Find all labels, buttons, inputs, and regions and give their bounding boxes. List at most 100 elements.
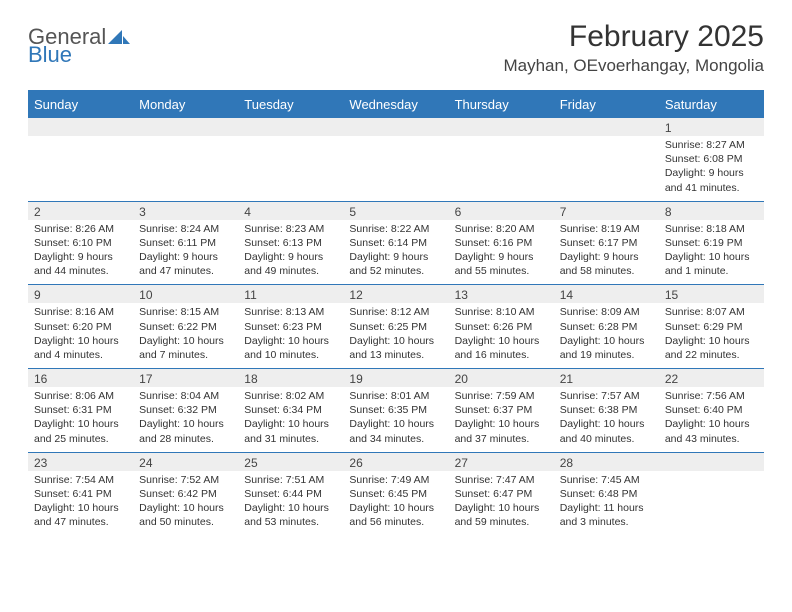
day-number: 14 [554, 285, 659, 303]
title-block: February 2025 Mayhan, OEvoerhangay, Mong… [503, 20, 764, 76]
header: General Blue February 2025 Mayhan, OEvoe… [28, 20, 764, 76]
week-row: 2Sunrise: 8:26 AMSunset: 6:10 PMDaylight… [28, 201, 764, 285]
location: Mayhan, OEvoerhangay, Mongolia [503, 56, 764, 76]
day-number: 25 [238, 453, 343, 471]
week-row: 23Sunrise: 7:54 AMSunset: 6:41 PMDayligh… [28, 452, 764, 536]
week-row: 9Sunrise: 8:16 AMSunset: 6:20 PMDaylight… [28, 284, 764, 368]
day-number: 4 [238, 202, 343, 220]
day-number: 1 [659, 118, 764, 136]
day-cell: 25Sunrise: 7:51 AMSunset: 6:44 PMDayligh… [238, 453, 343, 536]
day-number: 6 [449, 202, 554, 220]
day-cell: 10Sunrise: 8:15 AMSunset: 6:22 PMDayligh… [133, 285, 238, 368]
day-line: Sunrise: 8:22 AM [349, 222, 442, 236]
day-line: Daylight: 10 hours and 47 minutes. [34, 501, 127, 529]
day-line: Daylight: 10 hours and 10 minutes. [244, 334, 337, 362]
day-content: Sunrise: 8:01 AMSunset: 6:35 PMDaylight:… [343, 387, 448, 452]
day-number: 18 [238, 369, 343, 387]
day-number: 13 [449, 285, 554, 303]
day-line: Sunset: 6:40 PM [665, 403, 758, 417]
day-number [133, 118, 238, 136]
day-line: Sunrise: 8:02 AM [244, 389, 337, 403]
day-line: Daylight: 9 hours and 49 minutes. [244, 250, 337, 278]
day-line: Sunrise: 8:24 AM [139, 222, 232, 236]
day-number: 28 [554, 453, 659, 471]
day-content: Sunrise: 8:18 AMSunset: 6:19 PMDaylight:… [659, 220, 764, 285]
day-cell: 9Sunrise: 8:16 AMSunset: 6:20 PMDaylight… [28, 285, 133, 368]
day-line: Sunrise: 8:15 AM [139, 305, 232, 319]
day-cell: 6Sunrise: 8:20 AMSunset: 6:16 PMDaylight… [449, 202, 554, 285]
day-content: Sunrise: 8:15 AMSunset: 6:22 PMDaylight:… [133, 303, 238, 368]
day-line: Daylight: 10 hours and 25 minutes. [34, 417, 127, 445]
day-number: 12 [343, 285, 448, 303]
day-number [554, 118, 659, 136]
day-line: Daylight: 10 hours and 31 minutes. [244, 417, 337, 445]
day-line: Daylight: 10 hours and 13 minutes. [349, 334, 442, 362]
day-cell [343, 118, 448, 201]
day-line: Daylight: 10 hours and 40 minutes. [560, 417, 653, 445]
weekday-header: Wednesday [343, 92, 448, 118]
day-content: Sunrise: 8:27 AMSunset: 6:08 PMDaylight:… [659, 136, 764, 201]
day-cell: 18Sunrise: 8:02 AMSunset: 6:34 PMDayligh… [238, 369, 343, 452]
day-line: Daylight: 9 hours and 52 minutes. [349, 250, 442, 278]
day-content: Sunrise: 8:12 AMSunset: 6:25 PMDaylight:… [343, 303, 448, 368]
day-content: Sunrise: 7:49 AMSunset: 6:45 PMDaylight:… [343, 471, 448, 536]
day-content: Sunrise: 8:04 AMSunset: 6:32 PMDaylight:… [133, 387, 238, 452]
day-line: Sunrise: 8:09 AM [560, 305, 653, 319]
day-content [343, 136, 448, 144]
day-cell: 5Sunrise: 8:22 AMSunset: 6:14 PMDaylight… [343, 202, 448, 285]
day-content: Sunrise: 7:59 AMSunset: 6:37 PMDaylight:… [449, 387, 554, 452]
day-cell: 23Sunrise: 7:54 AMSunset: 6:41 PMDayligh… [28, 453, 133, 536]
day-line: Sunset: 6:47 PM [455, 487, 548, 501]
day-content: Sunrise: 8:20 AMSunset: 6:16 PMDaylight:… [449, 220, 554, 285]
day-line: Sunset: 6:17 PM [560, 236, 653, 250]
weekday-header: Friday [554, 92, 659, 118]
weekday-header: Monday [133, 92, 238, 118]
day-number: 10 [133, 285, 238, 303]
day-line: Sunset: 6:25 PM [349, 320, 442, 334]
day-line: Sunset: 6:08 PM [665, 152, 758, 166]
day-number [238, 118, 343, 136]
day-number: 20 [449, 369, 554, 387]
day-line: Sunrise: 7:56 AM [665, 389, 758, 403]
day-line: Sunrise: 8:18 AM [665, 222, 758, 236]
day-cell [28, 118, 133, 201]
day-line: Sunrise: 8:23 AM [244, 222, 337, 236]
day-line: Sunrise: 8:13 AM [244, 305, 337, 319]
day-line: Sunset: 6:42 PM [139, 487, 232, 501]
day-content: Sunrise: 8:06 AMSunset: 6:31 PMDaylight:… [28, 387, 133, 452]
day-line: Sunrise: 7:49 AM [349, 473, 442, 487]
day-line: Daylight: 11 hours and 3 minutes. [560, 501, 653, 529]
day-line: Sunset: 6:44 PM [244, 487, 337, 501]
day-line: Sunrise: 8:12 AM [349, 305, 442, 319]
day-cell: 7Sunrise: 8:19 AMSunset: 6:17 PMDaylight… [554, 202, 659, 285]
day-content: Sunrise: 7:52 AMSunset: 6:42 PMDaylight:… [133, 471, 238, 536]
day-content: Sunrise: 8:02 AMSunset: 6:34 PMDaylight:… [238, 387, 343, 452]
day-number: 11 [238, 285, 343, 303]
day-line: Sunset: 6:37 PM [455, 403, 548, 417]
day-number: 7 [554, 202, 659, 220]
day-line: Daylight: 9 hours and 41 minutes. [665, 166, 758, 194]
day-line: Daylight: 9 hours and 58 minutes. [560, 250, 653, 278]
day-number: 21 [554, 369, 659, 387]
day-content: Sunrise: 8:19 AMSunset: 6:17 PMDaylight:… [554, 220, 659, 285]
day-line: Sunset: 6:26 PM [455, 320, 548, 334]
day-content: Sunrise: 8:07 AMSunset: 6:29 PMDaylight:… [659, 303, 764, 368]
day-content: Sunrise: 8:13 AMSunset: 6:23 PMDaylight:… [238, 303, 343, 368]
day-content: Sunrise: 8:23 AMSunset: 6:13 PMDaylight:… [238, 220, 343, 285]
day-cell: 27Sunrise: 7:47 AMSunset: 6:47 PMDayligh… [449, 453, 554, 536]
day-line: Sunrise: 8:27 AM [665, 138, 758, 152]
day-line: Daylight: 10 hours and 34 minutes. [349, 417, 442, 445]
day-line: Sunset: 6:45 PM [349, 487, 442, 501]
day-content: Sunrise: 8:26 AMSunset: 6:10 PMDaylight:… [28, 220, 133, 285]
day-line: Sunset: 6:11 PM [139, 236, 232, 250]
day-line: Sunset: 6:38 PM [560, 403, 653, 417]
day-line: Sunrise: 7:47 AM [455, 473, 548, 487]
day-content [28, 136, 133, 144]
day-line: Sunrise: 7:54 AM [34, 473, 127, 487]
day-line: Daylight: 10 hours and 28 minutes. [139, 417, 232, 445]
logo: General Blue [28, 26, 130, 66]
day-line: Sunrise: 8:16 AM [34, 305, 127, 319]
day-content: Sunrise: 8:22 AMSunset: 6:14 PMDaylight:… [343, 220, 448, 285]
day-cell: 16Sunrise: 8:06 AMSunset: 6:31 PMDayligh… [28, 369, 133, 452]
day-cell: 11Sunrise: 8:13 AMSunset: 6:23 PMDayligh… [238, 285, 343, 368]
